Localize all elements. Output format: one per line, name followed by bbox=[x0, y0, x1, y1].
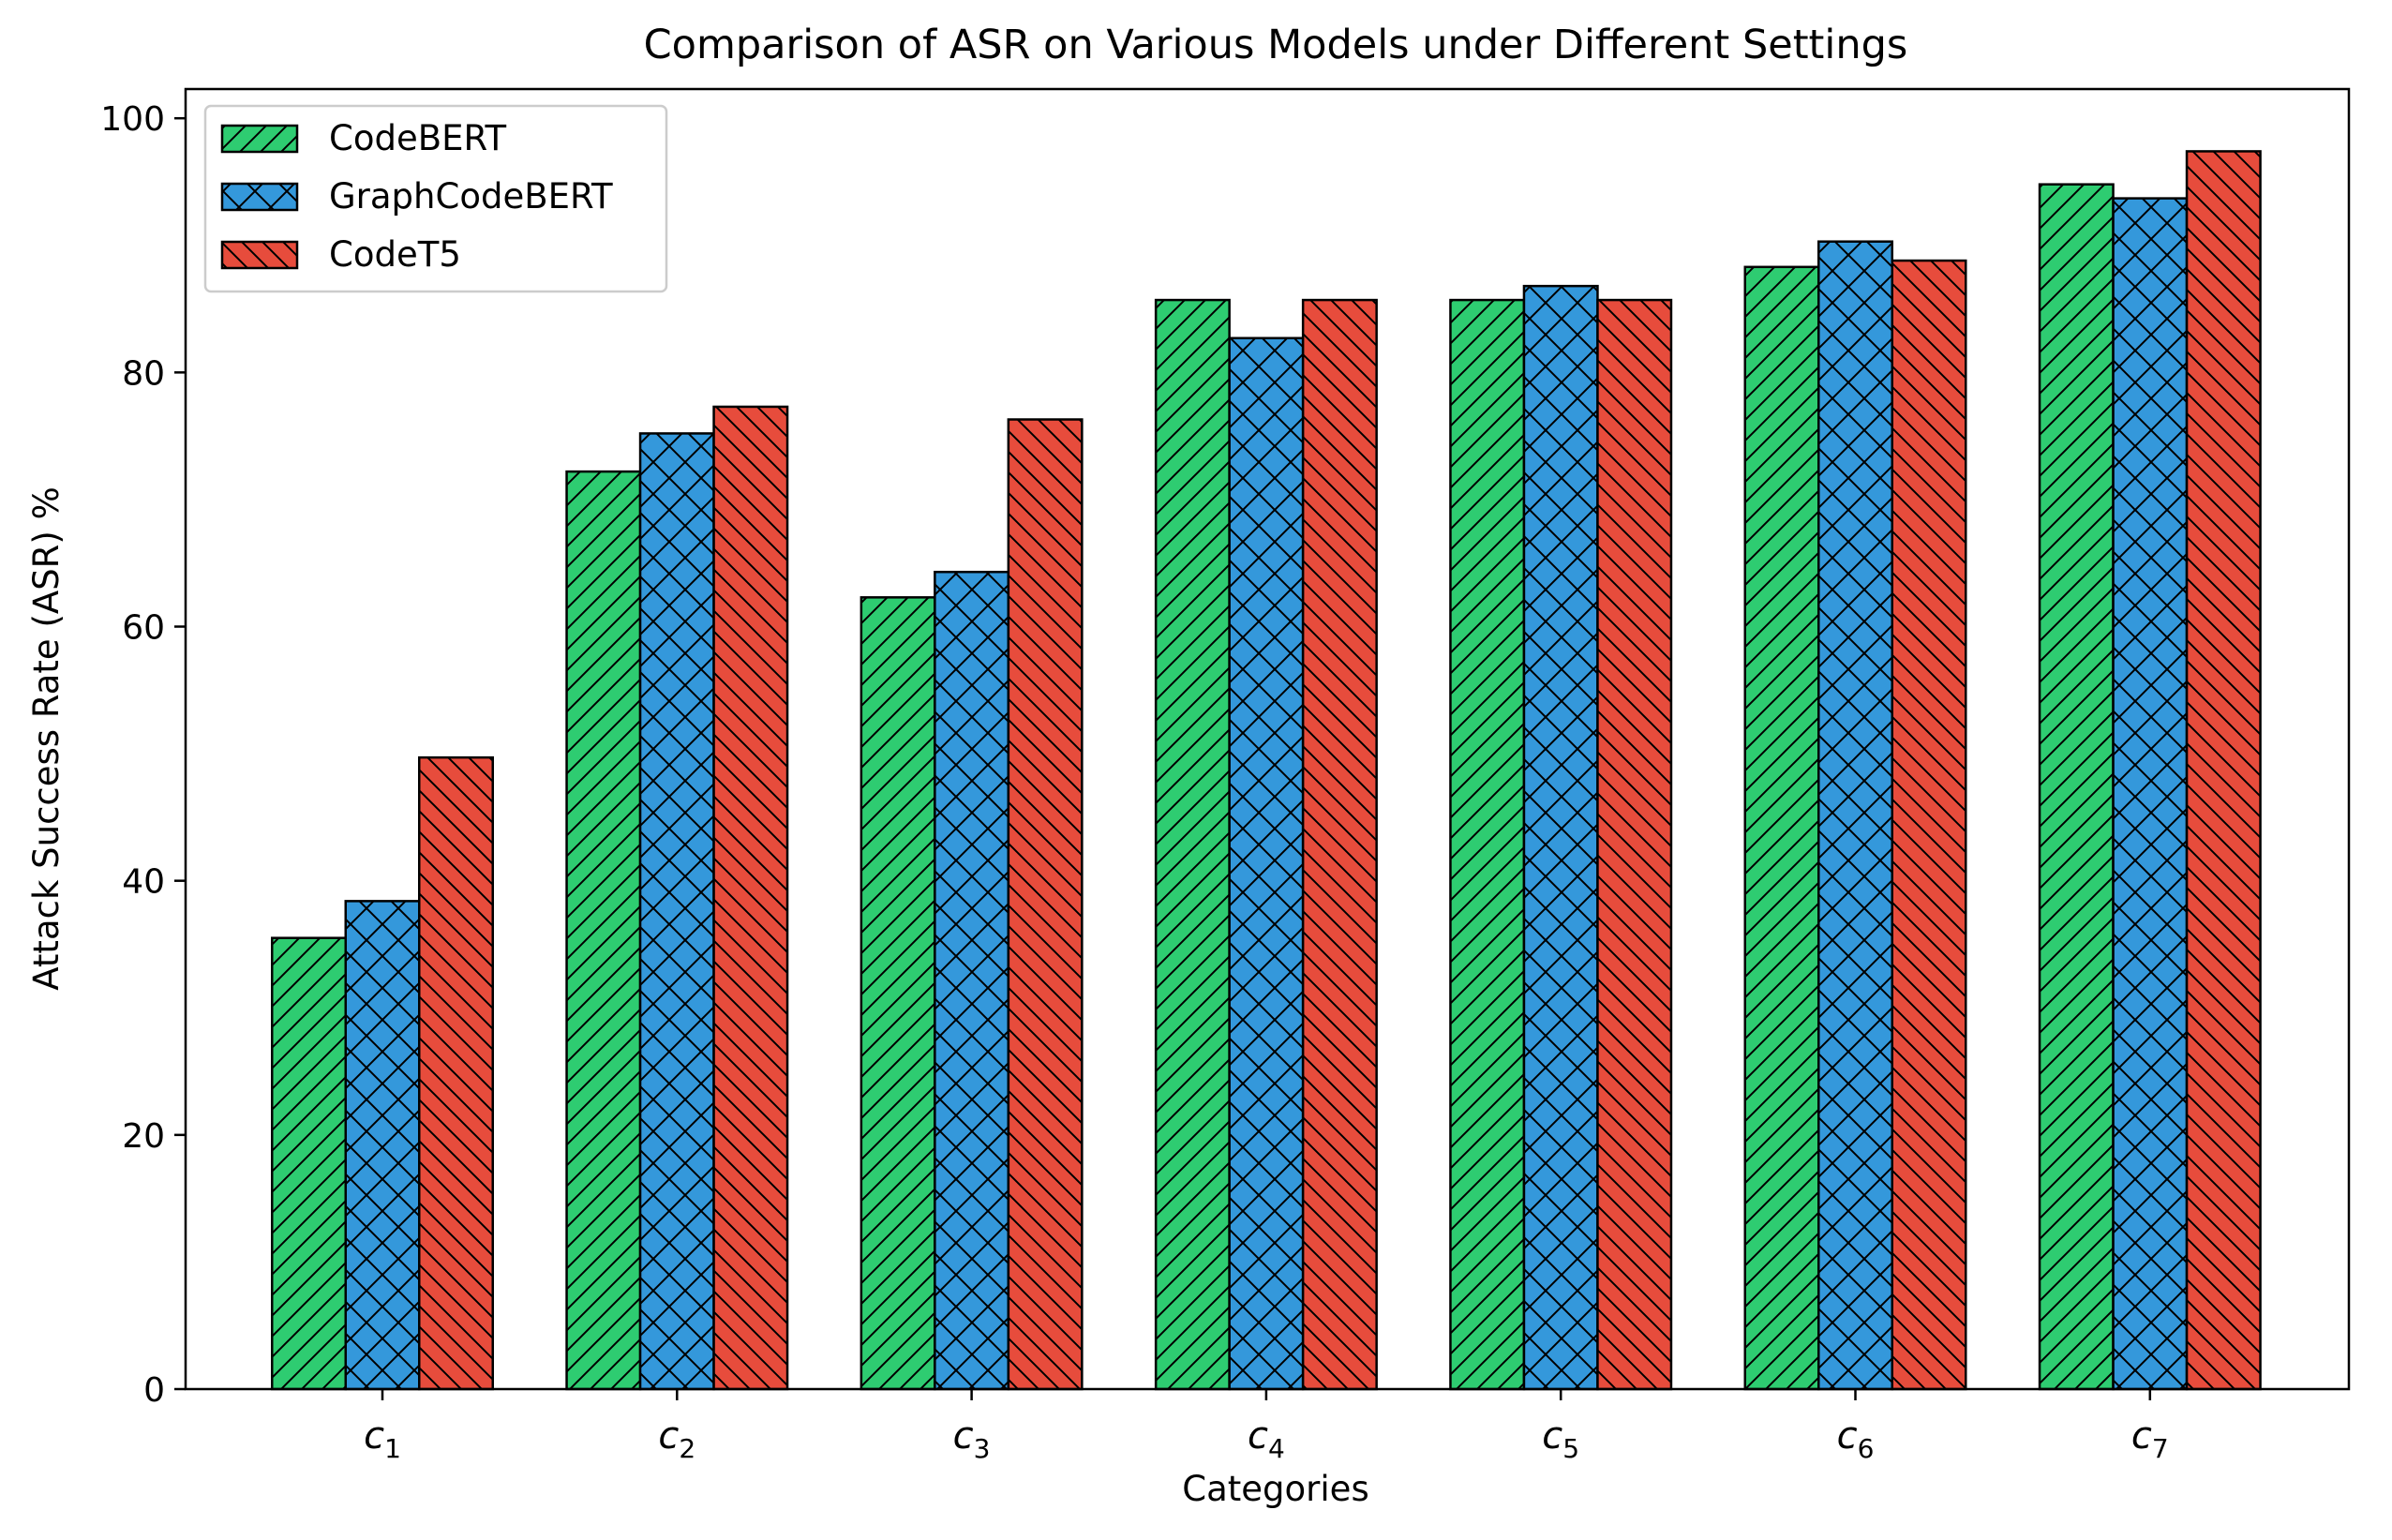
bar-hatch bbox=[1229, 337, 1304, 1389]
legend-box bbox=[203, 104, 668, 293]
bar-hatch bbox=[1744, 266, 1819, 1390]
bar-hatch bbox=[2187, 151, 2261, 1389]
y-tick-label: 0 bbox=[143, 1371, 165, 1410]
x-tick-label: c1 bbox=[364, 1414, 401, 1464]
bar-hatch bbox=[1450, 300, 1524, 1390]
bar-hatch bbox=[640, 433, 714, 1389]
x-tick-label: c2 bbox=[658, 1414, 695, 1464]
bar-hatch bbox=[1597, 300, 1671, 1390]
legend-label: CodeBERT bbox=[329, 118, 507, 158]
legend-swatch-outline bbox=[220, 124, 299, 154]
legend-swatch-outline bbox=[220, 240, 299, 270]
bar-hatch bbox=[566, 471, 641, 1389]
legend-label: GraphCodeBERT bbox=[329, 176, 613, 217]
bar-hatch bbox=[713, 406, 788, 1389]
bar-hatch bbox=[2113, 198, 2188, 1389]
bar-codebert-c3 bbox=[860, 596, 936, 1391]
bar-hatch bbox=[1008, 419, 1083, 1389]
bar-hatch bbox=[419, 757, 493, 1389]
bar-codet5-c7 bbox=[2185, 150, 2262, 1391]
legend-swatch-hatch bbox=[222, 126, 297, 152]
bar-codebert-c5 bbox=[1449, 298, 1526, 1391]
legend-swatch-hatch bbox=[222, 184, 297, 210]
bar-graphcodebert-c3 bbox=[934, 570, 1010, 1391]
bar-graphcodebert-c4 bbox=[1228, 336, 1305, 1391]
bar-codet5-c5 bbox=[1596, 298, 1673, 1391]
bar-codebert-c4 bbox=[1154, 298, 1231, 1391]
legend-item-codet5: CodeT5 bbox=[220, 234, 461, 275]
bar-codet5-c2 bbox=[712, 405, 789, 1391]
y-tick-label: 20 bbox=[122, 1117, 165, 1156]
x-axis-label: Categories bbox=[1182, 1469, 1368, 1509]
bar-hatch bbox=[2040, 184, 2114, 1389]
bar-graphcodebert-c7 bbox=[2112, 197, 2189, 1391]
x-axis: c1 c2 c3 c4 c5 c6 c7 bbox=[364, 1389, 2169, 1464]
bar-codebert-c6 bbox=[1743, 265, 1820, 1391]
bar-graphcodebert-c5 bbox=[1522, 284, 1599, 1391]
bars-group bbox=[271, 150, 2262, 1391]
x-tick-label: c5 bbox=[1542, 1414, 1579, 1464]
bar-codet5-c1 bbox=[418, 755, 494, 1391]
bar-graphcodebert-c1 bbox=[344, 900, 421, 1391]
bar-hatch bbox=[1523, 286, 1598, 1390]
bar-hatch bbox=[1303, 300, 1377, 1390]
bar-hatch bbox=[1156, 300, 1230, 1390]
bar-hatch bbox=[1818, 241, 1892, 1389]
y-tick-label: 40 bbox=[122, 863, 165, 902]
bar-codebert-c7 bbox=[2038, 183, 2115, 1391]
bar-graphcodebert-c6 bbox=[1817, 240, 1893, 1391]
y-axis: 0 20 40 60 80 100 bbox=[100, 100, 186, 1410]
bar-hatch bbox=[1891, 261, 1966, 1390]
chart-title: Comparison of ASR on Various Models unde… bbox=[644, 22, 1908, 68]
bar-codet5-c4 bbox=[1301, 298, 1378, 1391]
bar-hatch bbox=[345, 901, 420, 1389]
y-tick-label: 80 bbox=[122, 354, 165, 393]
bar-codebert-c1 bbox=[271, 936, 347, 1391]
bar-codebert-c2 bbox=[565, 470, 642, 1391]
legend-swatch-outline bbox=[220, 182, 299, 212]
x-tick-label: c6 bbox=[1837, 1414, 1875, 1464]
y-tick-label: 60 bbox=[122, 609, 165, 648]
legend-label: CodeT5 bbox=[329, 234, 461, 275]
bar-hatch bbox=[934, 572, 1009, 1389]
x-tick-label: c3 bbox=[953, 1414, 991, 1464]
bar-codet5-c3 bbox=[1007, 418, 1084, 1391]
y-tick-label: 100 bbox=[100, 100, 165, 139]
bar-hatch bbox=[860, 597, 935, 1389]
bar-graphcodebert-c2 bbox=[638, 432, 715, 1391]
legend-item-codebert: CodeBERT bbox=[220, 118, 507, 158]
legend-item-graphcodebert: GraphCodeBERT bbox=[220, 176, 613, 217]
x-tick-label: c4 bbox=[1248, 1414, 1285, 1464]
y-axis-label: Attack Success Rate (ASR) % bbox=[26, 486, 67, 990]
legend: CodeBERT GraphCodeBERT CodeT5 bbox=[203, 104, 668, 293]
bar-codet5-c6 bbox=[1891, 259, 1967, 1391]
x-tick-label: c7 bbox=[2131, 1414, 2169, 1464]
bar-hatch bbox=[272, 937, 346, 1389]
legend-swatch-hatch bbox=[222, 242, 297, 268]
